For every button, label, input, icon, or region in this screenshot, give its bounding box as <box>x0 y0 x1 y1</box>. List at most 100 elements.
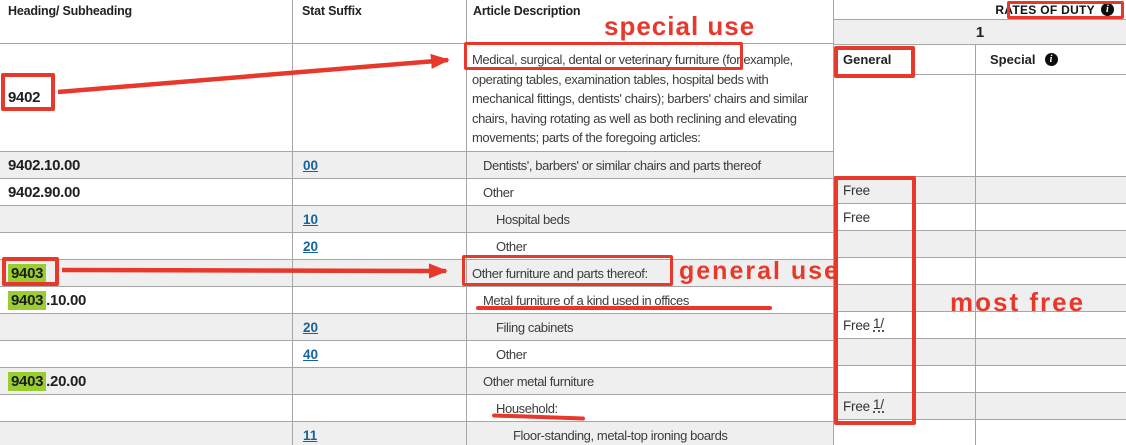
rates-body: Free Free Free 1/Free 1/ <box>834 177 1126 445</box>
article-description-cell: Medical, surgical, dental or veterinary … <box>467 44 833 151</box>
stat-suffix-link[interactable]: 20 <box>303 319 319 335</box>
stat-suffix-link[interactable]: 40 <box>303 346 319 362</box>
general-rate-cell: Free 1/ <box>834 393 976 419</box>
article-description-text: Other <box>483 184 514 200</box>
article-description-text: Metal furniture of a kind used in office… <box>483 292 689 308</box>
general-rate-cell <box>834 366 976 392</box>
stat-suffix-cell: 40 <box>293 341 467 367</box>
table-body: 9402 Medical, surgical, dental or veterin… <box>0 44 833 445</box>
rates-of-duty-label: RATES OF DUTY <box>995 2 1095 17</box>
table-row: 9403.20.00 Other metal furniture <box>0 368 833 395</box>
rates-of-duty-header: RATES OF DUTY <box>834 0 1126 19</box>
stat-suffix-link[interactable]: 00 <box>303 157 319 173</box>
info-icon[interactable] <box>1101 3 1114 16</box>
article-description-cell: Dentists', barbers' or similar chairs an… <box>467 152 833 178</box>
special-rate-cell <box>976 393 1126 419</box>
general-rate-cell <box>834 285 976 311</box>
general-rate-cell <box>834 339 976 365</box>
stat-suffix-link[interactable]: 11 <box>303 427 318 443</box>
footnote-link[interactable]: 1/ <box>872 316 884 332</box>
general-rate-cell <box>834 420 976 445</box>
stat-suffix-link[interactable]: 20 <box>303 238 319 254</box>
special-column-label: Special <box>990 52 1036 67</box>
stat-suffix-cell <box>293 260 467 286</box>
heading-subheading-cell: 9403.20.00 <box>0 368 293 394</box>
article-description-cell: Household: <box>467 395 833 421</box>
table-row: 20 Other <box>0 233 833 260</box>
general-rate-cell: Free <box>834 177 976 203</box>
stat-suffix-cell: 00 <box>293 152 467 178</box>
rates-column-1-band: 1 <box>834 19 1126 45</box>
rates-row: Free 1/ <box>834 312 1126 339</box>
general-rate-value: Free <box>843 209 870 225</box>
heading-subheading-cell <box>0 314 293 340</box>
heading-subheading-cell <box>0 395 293 421</box>
special-rate-cell <box>976 231 1126 257</box>
highlighted-heading: 9403 <box>8 290 47 310</box>
left-columns: Heading/ Subheading Stat Suffix Article … <box>0 0 834 445</box>
special-rate-cell <box>976 258 1126 284</box>
heading-number: 9402.10.00 <box>8 156 81 174</box>
heading-subheading-column-header: Heading/ Subheading <box>0 0 293 43</box>
article-description-cell: Hospital beds <box>467 206 833 232</box>
article-description-text: Other metal furniture <box>483 373 594 389</box>
general-rate-cell: Free <box>834 204 976 230</box>
rates-row <box>834 366 1126 393</box>
rates-row <box>834 258 1126 285</box>
rates-row <box>834 420 1126 445</box>
table-row: 40 Other <box>0 341 833 368</box>
info-icon[interactable] <box>1044 53 1058 66</box>
article-description-text: Other <box>496 346 527 362</box>
rates-merged-cell <box>834 75 1126 177</box>
special-empty-cell <box>976 75 1126 176</box>
article-description-cell: Other <box>467 341 833 367</box>
rates-row: Free 1/ <box>834 393 1126 420</box>
stat-suffix-cell: 11 <box>293 422 467 445</box>
table-row: 9402.10.00 00 Dentists', barbers' or simil… <box>0 152 833 179</box>
rates-of-duty-columns: RATES OF DUTY 1 General Special FreeFree… <box>834 0 1126 445</box>
rates-row: Free <box>834 177 1126 204</box>
heading-number: 9402.90.00 <box>8 183 81 201</box>
general-rate-cell <box>834 258 976 284</box>
stat-suffix-link[interactable]: 10 <box>303 211 319 227</box>
heading-subheading-cell <box>0 233 293 259</box>
special-rate-cell <box>976 285 1126 311</box>
special-rate-cell <box>976 312 1126 338</box>
article-description-column-header: Article Description <box>473 4 581 18</box>
article-description-text: Other <box>496 238 527 254</box>
article-description-text: Floor-standing, metal-top ironing boards <box>513 427 728 443</box>
general-rate-cell <box>834 231 976 257</box>
stat-suffix-cell: 20 <box>293 233 467 259</box>
general-rate-value: Free <box>843 398 870 414</box>
special-rate-cell <box>976 420 1126 445</box>
table-row: 9403 Other furniture and parts thereof: <box>0 260 833 287</box>
heading-subheading-cell <box>0 341 293 367</box>
article-description-cell: Other metal furniture <box>467 368 833 394</box>
article-description-text: Other furniture and parts thereof: <box>472 265 648 281</box>
article-description-cell: Metal furniture of a kind used in office… <box>467 287 833 313</box>
article-description-text: Filing cabinets <box>496 319 574 335</box>
stat-suffix-cell: 20 <box>293 314 467 340</box>
table-row: 9403.10.00 Metal furniture of a kind used… <box>0 287 833 314</box>
heading-subheading-cell: 9402.10.00 <box>0 152 293 178</box>
stat-suffix-cell <box>293 287 467 313</box>
rates-subheader-row: General Special <box>834 45 1126 75</box>
footnote-link[interactable]: 1/ <box>872 397 884 413</box>
article-description-text: Hospital beds <box>496 211 570 227</box>
article-description-text: Medical, surgical, dental or veterinary … <box>472 52 808 145</box>
article-description-cell: Filing cabinets <box>467 314 833 340</box>
general-column-header: General <box>834 45 976 74</box>
heading-number: .10.00 <box>46 291 87 309</box>
table-row: Household: <box>0 395 833 422</box>
article-description-cell: Other <box>467 179 833 205</box>
article-description-text: Household: <box>496 400 558 416</box>
special-rate-cell <box>976 366 1126 392</box>
stat-suffix-cell <box>293 395 467 421</box>
heading-number: .20.00 <box>46 372 87 390</box>
general-rate-cell: Free 1/ <box>834 312 976 338</box>
table-row: 20 Filing cabinets <box>0 314 833 341</box>
stat-suffix-cell <box>293 368 467 394</box>
heading-subheading-cell: 9402.90.00 <box>0 179 293 205</box>
